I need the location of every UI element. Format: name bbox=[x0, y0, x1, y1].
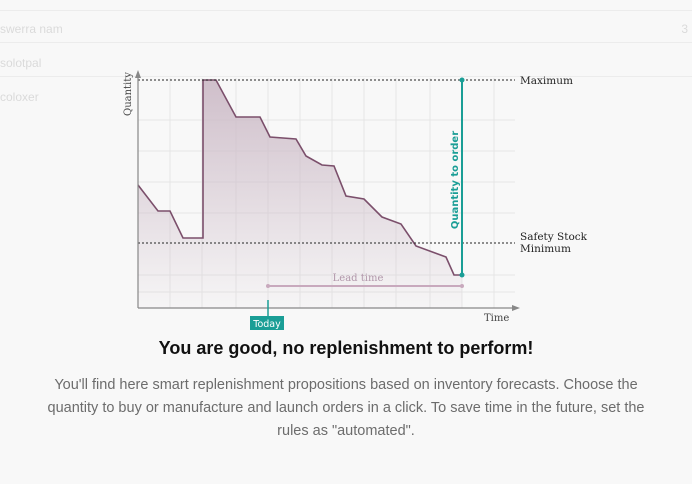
minimum-label: Minimum bbox=[520, 243, 571, 255]
divider bbox=[0, 10, 692, 11]
quantity-top-marker bbox=[459, 77, 465, 83]
lead-time-end bbox=[460, 284, 464, 288]
background-list: swerra nam 3 solotpal coloxer bbox=[0, 0, 692, 150]
list-item: coloxer bbox=[0, 90, 39, 104]
empty-state-title: You are good, no replenishment to perfor… bbox=[158, 338, 534, 358]
list-item: swerra nam bbox=[0, 22, 63, 36]
list-item: solotpal bbox=[0, 56, 42, 70]
today-badge bbox=[250, 316, 284, 330]
divider bbox=[0, 76, 692, 77]
lead-time-label: Lead time bbox=[333, 273, 384, 284]
maximum-label: Maximum bbox=[520, 75, 573, 87]
divider bbox=[0, 42, 692, 43]
stock-area bbox=[138, 80, 462, 308]
stock-line bbox=[137, 79, 462, 276]
list-item-value: 3 bbox=[681, 22, 688, 36]
x-axis-label: Time bbox=[484, 313, 509, 324]
y-axis-arrow bbox=[135, 70, 141, 78]
x-axis-arrow bbox=[512, 305, 520, 311]
lead-time-start bbox=[266, 284, 270, 288]
replenishment-illustration: Quantity Time Maximum Safety Stock Minim… bbox=[123, 70, 588, 330]
today-label: Today bbox=[252, 319, 281, 330]
safety-stock-label: Safety Stock bbox=[520, 231, 588, 243]
quantity-bottom-marker bbox=[459, 272, 465, 278]
y-axis-label: Quantity bbox=[123, 72, 134, 116]
empty-state-description: You'll find here smart replenishment pro… bbox=[47, 377, 645, 439]
quantity-to-order-label: Quantity to order bbox=[450, 131, 461, 229]
